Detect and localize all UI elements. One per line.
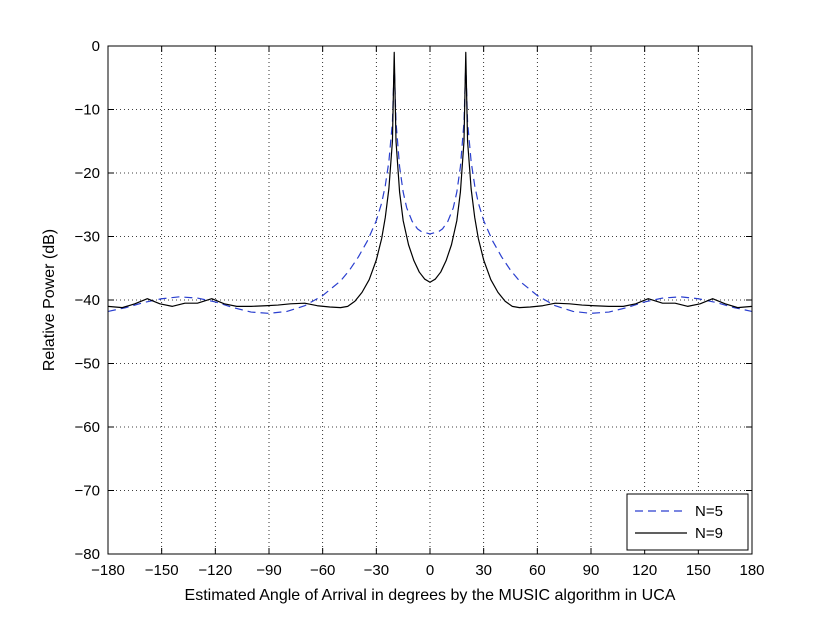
legend: N=5N=9 <box>626 493 749 551</box>
x-tick-label: 180 <box>739 562 764 579</box>
x-tick-label: 30 <box>475 562 492 579</box>
legend-box <box>626 493 749 551</box>
y-tick-label: −10 <box>75 102 100 119</box>
axis-ticks: −180 −150 −120 −90 −60 −30 0 30 60 90 120 150 180 0 −1… <box>75 38 765 579</box>
x-tick-label: 60 <box>529 562 546 579</box>
y-tick-label: −70 <box>75 483 100 500</box>
x-tick-label: −150 <box>145 562 179 579</box>
legend-label: N=9 <box>695 525 723 542</box>
y-tick-label: −20 <box>75 165 100 182</box>
x-tick-label: 150 <box>686 562 711 579</box>
data-series <box>108 51 752 314</box>
x-tick-label: −90 <box>256 562 281 579</box>
x-tick-label: −120 <box>198 562 232 579</box>
x-tick-label: −180 <box>91 562 125 579</box>
series-line-n-5 <box>108 64 752 314</box>
x-tick-label: 120 <box>632 562 657 579</box>
y-tick-label: −40 <box>75 292 100 309</box>
x-axis-label: Estimated Angle of Arrival in degrees by… <box>185 587 676 604</box>
y-tick-label: −60 <box>75 419 100 436</box>
x-tick-label: 90 <box>583 562 600 579</box>
y-tick-label: −30 <box>75 229 100 246</box>
y-tick-label: −50 <box>75 356 100 373</box>
y-axis-label: Relative Power (dB) <box>41 229 58 371</box>
series-line-n-9 <box>108 51 752 309</box>
x-tick-label: 0 <box>426 562 434 579</box>
x-tick-label: −30 <box>364 562 389 579</box>
grid-lines <box>108 46 752 554</box>
y-tick-label: 0 <box>92 38 100 55</box>
x-tick-label: −60 <box>310 562 335 579</box>
y-tick-label: −80 <box>75 546 100 563</box>
legend-label: N=5 <box>695 503 723 520</box>
